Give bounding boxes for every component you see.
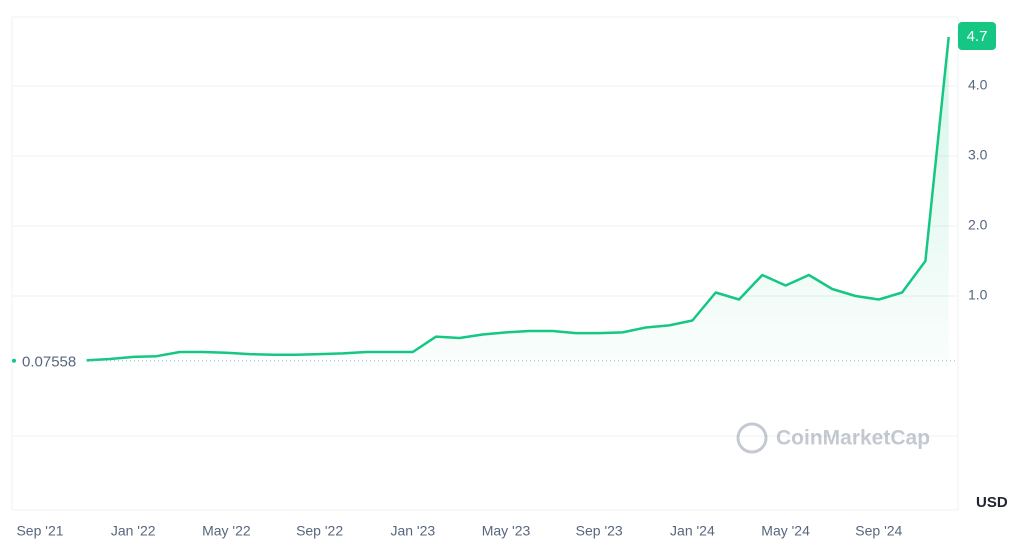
y-tick-label: 2.0 [968, 217, 988, 233]
baseline-label: 0.07558 [22, 354, 76, 371]
current-price-badge [958, 22, 996, 50]
y-tick-label: 4.0 [968, 77, 988, 93]
x-tick-label: Jan '24 [670, 523, 715, 539]
watermark-text: CoinMarketCap [776, 427, 930, 450]
x-tick-label: May '22 [202, 523, 251, 539]
y-tick-label: 3.0 [968, 147, 988, 163]
baseline-dot [12, 358, 16, 363]
watermark-logo [736, 422, 768, 454]
x-tick-label: Sep '23 [576, 523, 623, 539]
price-area [86, 37, 949, 366]
y-tick-label: 1.0 [968, 287, 988, 303]
watermark: CoinMarketCap [736, 422, 930, 454]
price-line [86, 36, 950, 362]
x-tick-label: Jan '22 [111, 523, 156, 539]
x-tick-label: Sep '21 [16, 523, 63, 539]
current-price-label: 4.7 [967, 28, 988, 45]
currency-label: USD [976, 494, 1008, 511]
x-tick-label: Sep '24 [855, 523, 902, 539]
x-tick-label: Sep '22 [296, 523, 343, 539]
x-tick-label: May '24 [761, 523, 810, 539]
x-tick-label: Jan '23 [390, 523, 435, 539]
x-tick-label: May '23 [482, 523, 531, 539]
